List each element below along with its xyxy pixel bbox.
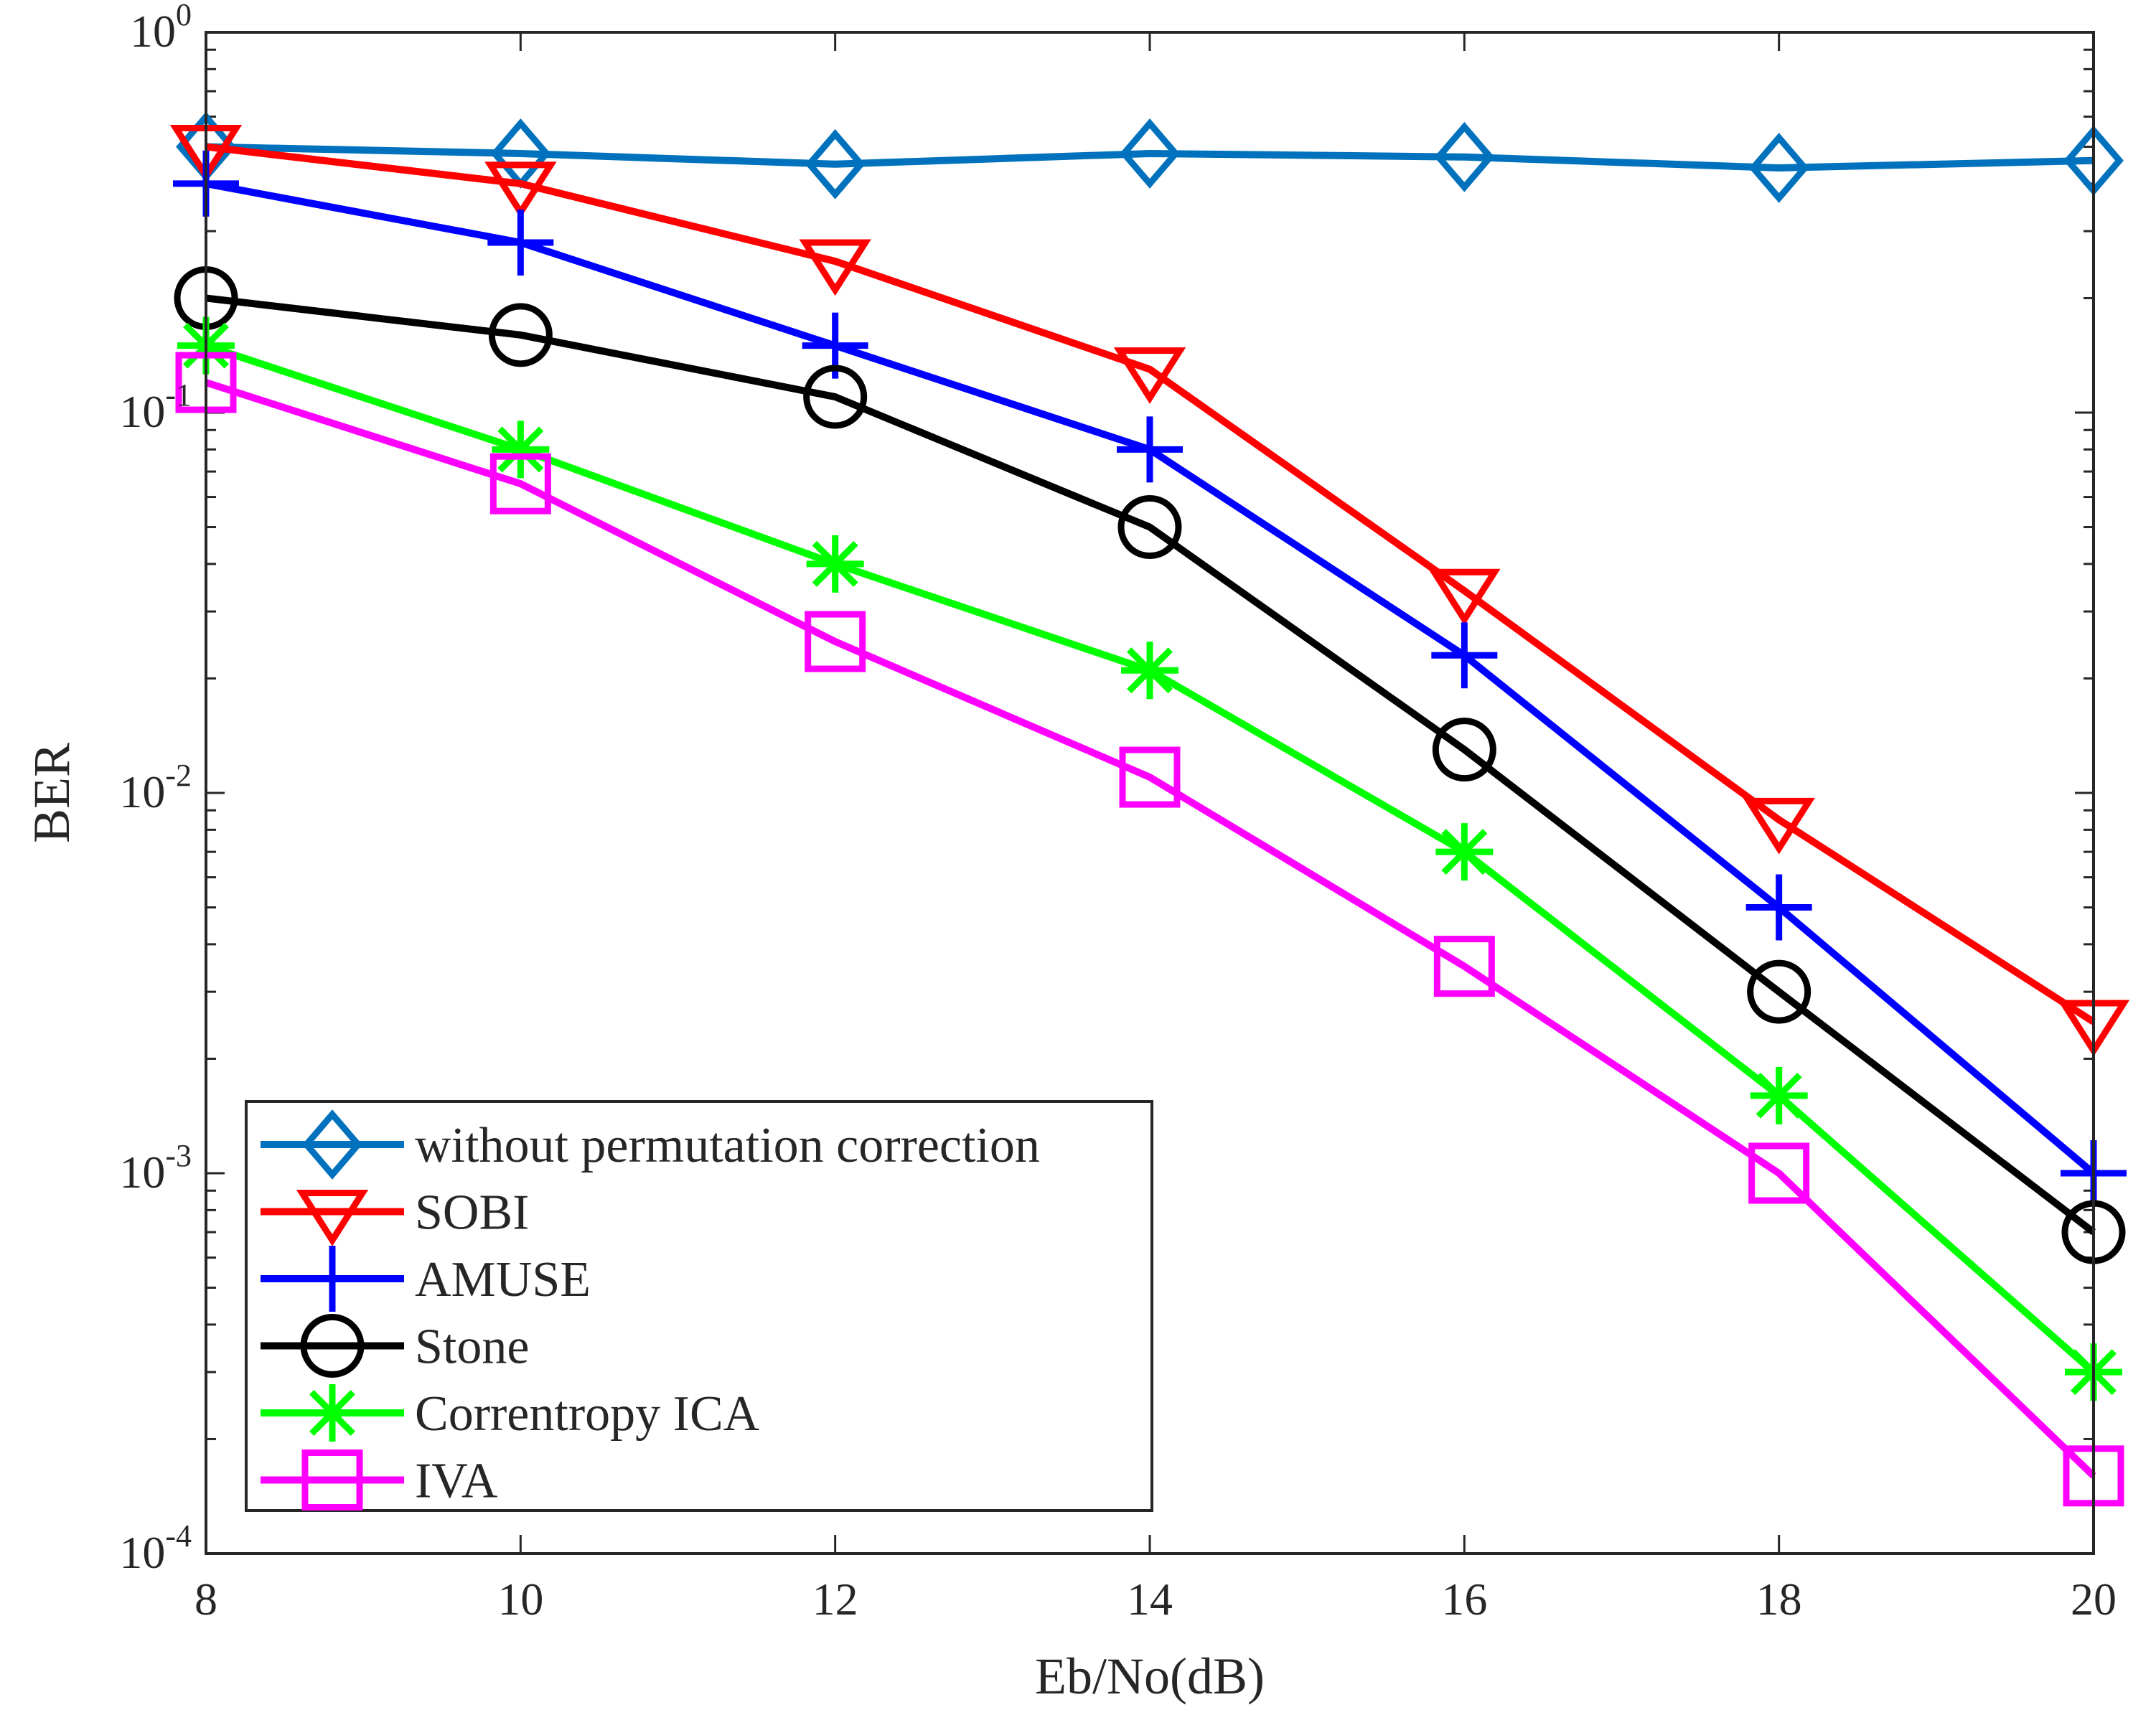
data-point [1433,936,1495,997]
data-point [799,239,871,296]
legend-marker [299,1246,365,1312]
series-line [205,379,2096,1479]
x-tick-label: 10 [497,1574,543,1625]
legend-marker [302,1109,362,1180]
legend-label: SOBI [415,1185,529,1241]
data-point [1113,347,1186,404]
x-axis-label: Eb/No(dB) [1035,1648,1265,1705]
legend-item: IVA [261,1449,498,1510]
y-tick-label: 100 [130,0,192,57]
data-point [1745,874,1812,941]
legend-item: Stone [261,1314,529,1378]
x-tick-label: 14 [1127,1574,1173,1625]
series-layer [169,111,2130,1507]
data-point [1117,495,1182,560]
legend-item: AMUSE [261,1246,591,1312]
data-point [1119,746,1181,808]
y-tick-label: 10-2 [119,758,192,817]
series-line [205,143,2096,1025]
data-point [1117,416,1183,483]
x-tick-label: 18 [1756,1574,1802,1625]
data-point [1747,959,1811,1024]
x-tick-label: 16 [1441,1574,1487,1625]
data-point [1120,118,1180,189]
legend-item: without permutation correction [261,1109,1040,1180]
y-tick-label: 10-1 [119,377,192,437]
legend-marker [304,1384,361,1442]
data-point [492,420,550,479]
legend-box [245,1100,1153,1512]
legend-marker [296,1189,369,1246]
data-point [487,210,554,276]
data-point [805,611,866,672]
data-point [1748,133,1809,203]
series-line [205,294,2096,1236]
legend-marker [301,1449,363,1510]
data-point [1121,642,1178,700]
legend-marker [300,1314,365,1378]
data-point [484,161,557,219]
data-point [489,453,551,514]
legend-label: without permutation correction [415,1118,1040,1173]
legend-label: AMUSE [415,1252,591,1307]
series-sobi [169,125,2130,1057]
legend-label: Stone [415,1320,529,1375]
x-tick-label: 8 [194,1574,217,1625]
axes-box [205,31,2095,1555]
data-point [1428,568,1501,626]
data-point [1748,1142,1810,1204]
x-tick-label: 20 [2071,1574,2117,1625]
data-point [1435,823,1494,881]
data-point [1743,797,1815,855]
data-point [1750,1066,1808,1124]
legend: without permutation correction SOBI AMUSE S… [245,1100,1153,1512]
data-point [806,535,864,593]
series-stone [174,266,2126,1264]
series-line [205,143,2094,172]
legend-item: SOBI [261,1185,529,1246]
legend-label: IVA [415,1454,498,1509]
y-axis-label: BER [23,743,80,843]
data-point [1434,121,1495,192]
data-point [1432,718,1496,782]
legend-item: Correntropy ICA [261,1384,760,1442]
x-tick-label: 12 [812,1574,858,1625]
data-point [488,303,553,367]
data-point [1431,622,1498,689]
y-tick-label: 10-4 [119,1518,192,1578]
legend-label: Correntropy ICA [415,1386,760,1442]
tick-labels: 8 10 12 14 16 18 20 100 10-1 10-2 10-3 10-4 [119,0,2117,1625]
y-tick-label: 10-3 [119,1138,192,1198]
data-point [805,128,866,199]
data-point [803,365,868,429]
